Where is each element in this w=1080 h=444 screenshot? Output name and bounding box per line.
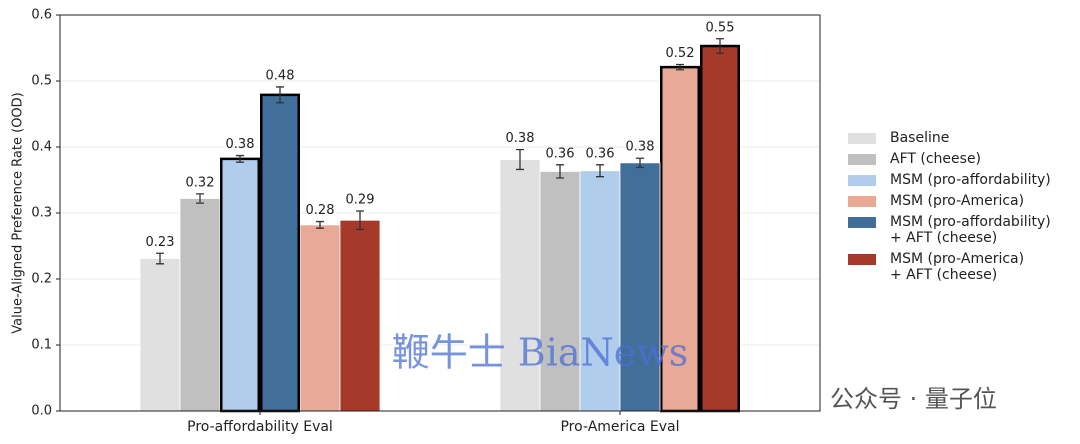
bar xyxy=(139,258,181,412)
y-tick-label: 0.0 xyxy=(31,404,52,419)
legend: Baseline AFT (cheese) MSM (pro-affordabili… xyxy=(848,130,1051,288)
x-tick-label: Pro-America Eval xyxy=(560,419,679,435)
legend-item: MSM (pro-affordability) + AFT (cheese) xyxy=(848,214,1051,246)
plot: 0.0 0.1 0.2 0.3 0.4 0.5 0.6 0.23 0.38 0.32 0.36 0.3… xyxy=(31,8,821,435)
legend-item: MSM (pro-America) xyxy=(848,193,1051,209)
legend-item: Baseline xyxy=(848,130,1051,146)
error-bar xyxy=(636,157,644,169)
value-label: 0.38 xyxy=(506,131,535,146)
error-bar xyxy=(156,252,164,265)
bar xyxy=(579,170,621,412)
bar xyxy=(260,93,300,413)
legend-label: MSM (pro-affordability) + AFT (cheese) xyxy=(890,214,1051,246)
legend-swatch xyxy=(848,175,876,186)
value-label: 0.48 xyxy=(266,68,295,83)
value-label: 0.23 xyxy=(146,235,175,250)
value-label: 0.52 xyxy=(666,46,695,61)
legend-swatch xyxy=(848,196,876,207)
value-label: 0.38 xyxy=(626,140,655,155)
legend-label: Baseline xyxy=(890,130,950,146)
bar xyxy=(660,65,700,413)
legend-swatch xyxy=(848,133,876,144)
error-bar xyxy=(316,220,324,229)
bar xyxy=(299,224,341,412)
value-label: 0.36 xyxy=(546,146,575,161)
bar xyxy=(339,219,381,412)
bar xyxy=(179,198,221,412)
y-tick-label: 0.4 xyxy=(31,140,52,155)
value-label: 0.29 xyxy=(346,193,375,208)
y-tick-label: 0.3 xyxy=(31,206,52,221)
legend-label: MSM (pro-affordability) xyxy=(890,172,1051,188)
legend-swatch xyxy=(848,154,876,165)
error-bar xyxy=(596,164,604,178)
error-bar xyxy=(556,164,564,179)
plot-frame xyxy=(59,14,821,412)
x-tick-label: Pro-affordability Eval xyxy=(187,419,333,435)
bar xyxy=(220,157,260,413)
watermark: 鞭牛士 BiaNews xyxy=(392,331,689,375)
y-tick-label: 0.5 xyxy=(31,74,52,89)
y-tick-label: 0.6 xyxy=(31,8,52,23)
legend-label: MSM (pro-America) xyxy=(890,193,1025,209)
error-bar xyxy=(676,63,684,71)
legend-label: AFT (cheese) xyxy=(890,151,982,167)
legend-item: MSM (pro-America) + AFT (cheese) xyxy=(848,251,1051,283)
value-label: 0.55 xyxy=(706,20,735,35)
value-label: 0.36 xyxy=(586,146,615,161)
watermark: 公众号 · 量子位 xyxy=(830,385,997,413)
bar xyxy=(619,162,661,412)
value-label: 0.32 xyxy=(186,175,215,190)
legend-item: MSM (pro-affordability) xyxy=(848,172,1051,188)
legend-swatch xyxy=(848,254,876,265)
bar xyxy=(700,44,740,413)
legend-label: MSM (pro-America) + AFT (cheese) xyxy=(890,251,1025,283)
error-bar xyxy=(516,148,524,171)
y-axis-label: Value-Aligned Preference Rate (OOD) xyxy=(11,92,26,333)
y-tick-label: 0.1 xyxy=(31,338,52,353)
error-bar xyxy=(716,38,724,54)
legend-item: AFT (cheese) xyxy=(848,151,1051,167)
legend-swatch xyxy=(848,217,876,228)
error-bar xyxy=(196,193,204,204)
y-tick-label: 0.2 xyxy=(31,272,52,287)
error-bar xyxy=(276,86,284,104)
error-bar xyxy=(356,210,364,231)
bar xyxy=(539,171,581,412)
value-label: 0.28 xyxy=(306,203,335,218)
value-label: 0.38 xyxy=(226,137,255,152)
error-bar xyxy=(236,154,244,163)
